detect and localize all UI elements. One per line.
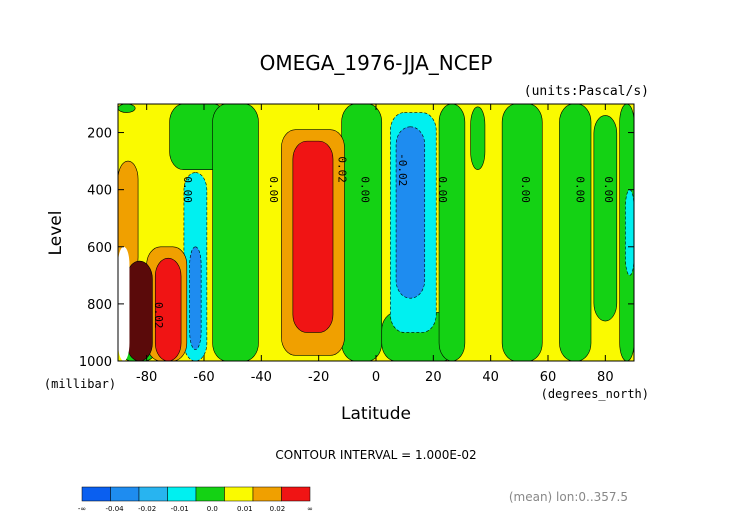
- colorbar-swatch: [81, 486, 111, 502]
- x-tick-label: 40: [482, 370, 499, 385]
- plot-area: 0.00 0.00 0.02 0.00 -0.02 0.00 0.00 0.00 0.00 0.0…: [79, 103, 635, 385]
- x-tick-label: 0: [372, 370, 380, 385]
- contour-region-green: [593, 115, 618, 322]
- footer-mean-text: (mean) lon:0..357.5: [509, 490, 628, 504]
- colorbar-label: -0.02: [138, 505, 156, 513]
- contour-label: 0.00: [519, 176, 532, 203]
- contour-region-blue: [395, 126, 426, 299]
- colorbar-label: -0.04: [106, 505, 125, 513]
- colorbar-label: 0.01: [237, 505, 253, 513]
- contour-region-red: [292, 140, 334, 333]
- x-tick-label: -80: [136, 370, 157, 385]
- x-tick-label: 60: [540, 370, 557, 385]
- field-layer: 0.00 0.00 0.02 0.00 -0.02 0.00 0.00 0.00 0.00 0.0…: [118, 104, 634, 361]
- contour-region-green: [559, 104, 592, 361]
- contour-label: 0.02: [152, 302, 165, 329]
- contour-label: 0.00: [436, 176, 449, 203]
- contour-region-green: [212, 104, 259, 361]
- contour-region-blue: [189, 246, 202, 350]
- colorbar-label: 0.0: [207, 505, 218, 513]
- contour-label: 0.00: [267, 176, 280, 203]
- colorbar-label: 0.02: [270, 505, 286, 513]
- contour-region-green: [438, 104, 466, 361]
- contour-label: 0.00: [359, 176, 372, 203]
- contour-label: -0.02: [396, 153, 409, 186]
- colorbar-swatch: [167, 486, 197, 502]
- contour-label: 0.00: [602, 176, 615, 203]
- contour-region-red: [154, 257, 182, 361]
- colorbar-label: ∞: [307, 505, 313, 513]
- y-tick-label: 200: [87, 127, 112, 142]
- x-tick-label: -40: [251, 370, 272, 385]
- x-units-label: (degrees_north): [541, 387, 649, 401]
- contour-region-cyan: [625, 189, 634, 276]
- contour-region-darkred: [126, 260, 153, 361]
- y-tick-label: 400: [87, 184, 112, 199]
- colorbar-swatch: [252, 486, 282, 502]
- colorbar-label: -∞: [78, 505, 86, 513]
- contour-region-green: [118, 104, 136, 113]
- colorbar-label: -0.01: [171, 505, 189, 513]
- contour-label: 0.00: [574, 176, 587, 203]
- y-axis-label: Level: [46, 211, 66, 256]
- y-tick-label: 1000: [79, 355, 112, 370]
- colorbar-swatch: [110, 486, 140, 502]
- contour-interval-text: CONTOUR INTERVAL = 1.000E-02: [275, 448, 476, 462]
- x-tick-label: -60: [193, 370, 214, 385]
- colorbar-swatch: [281, 486, 311, 502]
- colorbar-swatch: [195, 486, 225, 502]
- y-units-label: (millibar): [44, 377, 116, 391]
- units-label: (units:Pascal/s): [524, 84, 649, 99]
- x-tick-label: 20: [425, 370, 442, 385]
- x-axis-label: Latitude: [341, 404, 411, 424]
- colorbar: -∞ -0.04 -0.02 -0.01 0.0 0.01 0.02 ∞: [78, 486, 313, 513]
- x-tick-label: -20: [308, 370, 329, 385]
- y-tick-label: 800: [87, 298, 112, 313]
- colorbar-swatch: [138, 486, 168, 502]
- colorbar-swatch: [224, 486, 254, 502]
- contour-region-green: [341, 104, 383, 361]
- x-tick-label: 80: [597, 370, 614, 385]
- contour-region-green: [470, 106, 486, 170]
- contour-label: 0.02: [336, 156, 349, 183]
- contour-region-green: [501, 104, 543, 361]
- chart-title: OMEGA_1976-JJA_NCEP: [260, 51, 493, 75]
- y-tick-label: 600: [87, 241, 112, 256]
- contour-label: 0.00: [181, 176, 194, 203]
